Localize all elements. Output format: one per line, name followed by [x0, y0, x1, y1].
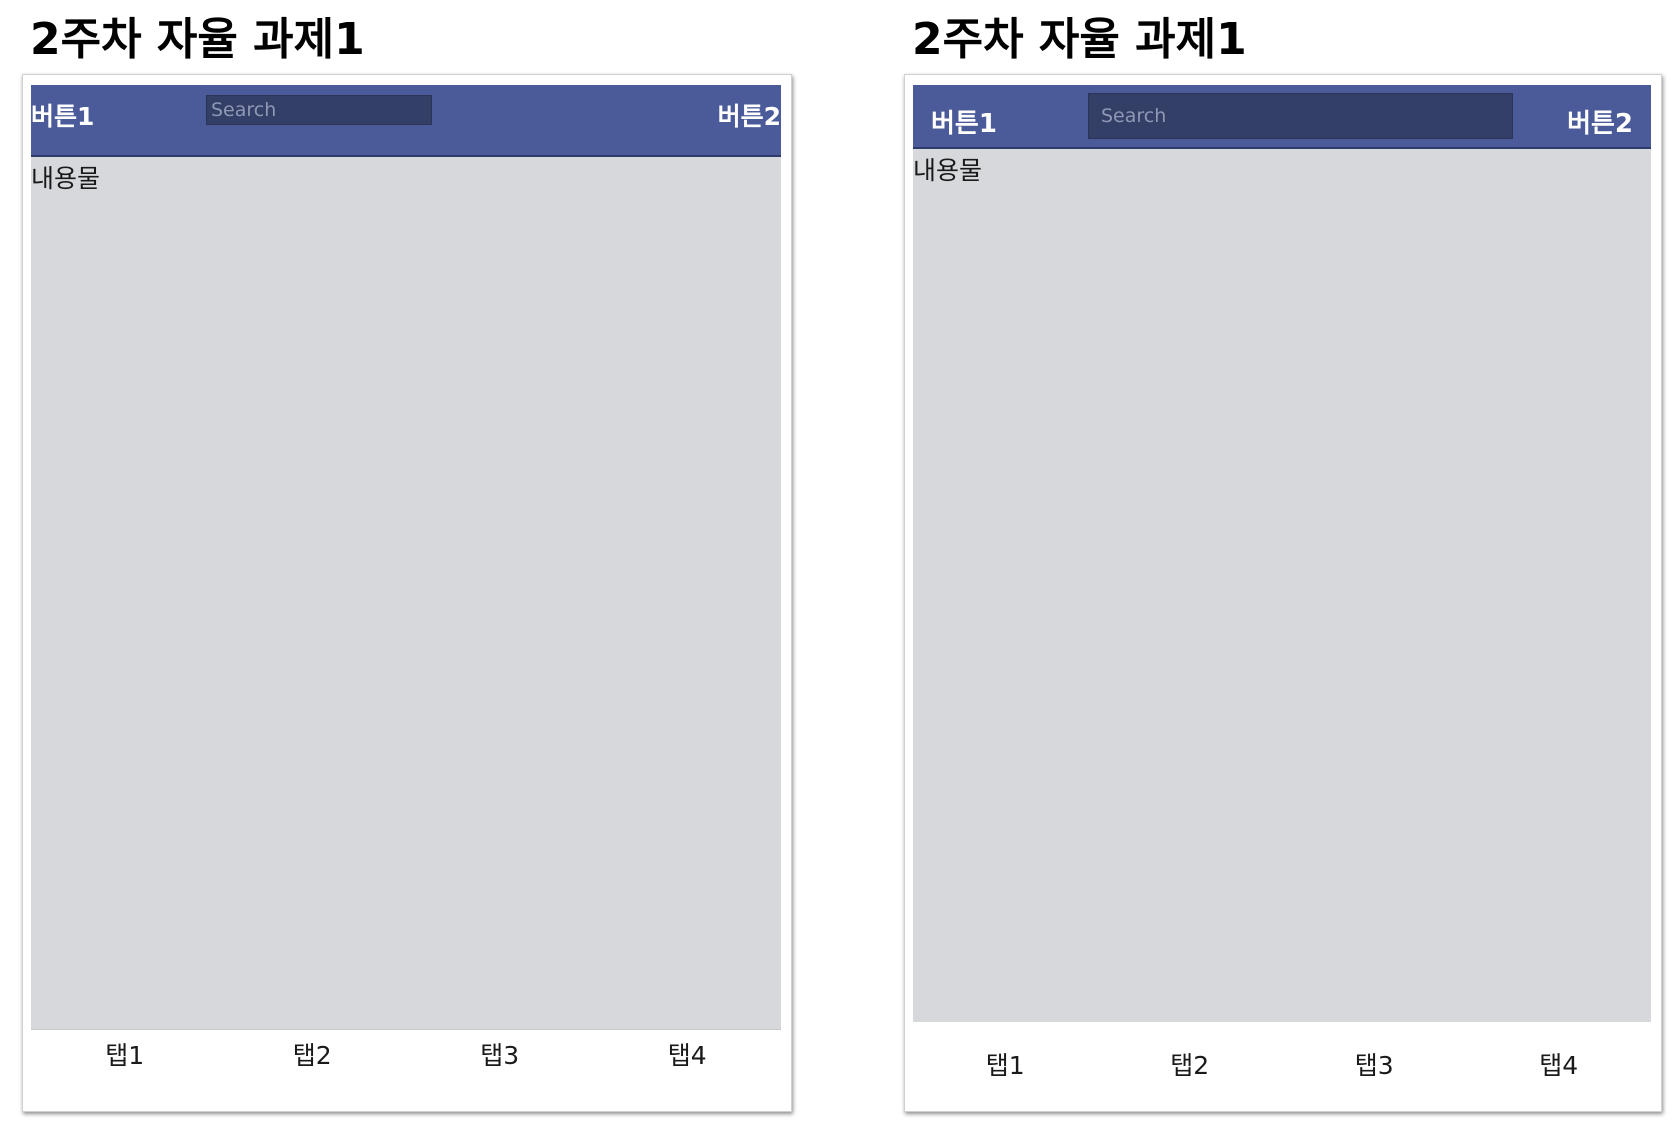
right-tab-2[interactable]: 탭2 [1170, 1051, 1210, 1080]
right-panel-title: 2주차 자율 과제1 [912, 14, 1247, 65]
left-header-bar: 버튼1 Search 버튼2 [31, 85, 781, 157]
right-content-area: 내용물 [913, 149, 1651, 1022]
right-app-screen: 버튼1 Search 버튼2 내용물 탭1 탭2 탭3 탭4 [913, 85, 1651, 1101]
right-tab-bar: 탭1 탭2 탭3 탭4 [913, 1022, 1651, 1101]
left-content-area: 내용물 [31, 157, 781, 1029]
left-tab-bar: 탭1 탭2 탭3 탭4 [31, 1029, 781, 1108]
left-button-2[interactable]: 버튼2 [718, 97, 781, 133]
left-app-frame: 버튼1 Search 버튼2 내용물 탭1 탭2 탭3 탭4 [22, 74, 792, 1112]
right-search-input[interactable]: Search [1088, 93, 1513, 139]
right-button-1[interactable]: 버튼1 [931, 103, 997, 140]
left-panel-title: 2주차 자율 과제1 [30, 14, 365, 65]
left-tab-3[interactable]: 탭3 [480, 1041, 520, 1070]
left-tab-1[interactable]: 탭1 [105, 1041, 145, 1070]
right-app-frame: 버튼1 Search 버튼2 내용물 탭1 탭2 탭3 탭4 [904, 74, 1662, 1112]
right-tab-1[interactable]: 탭1 [985, 1051, 1025, 1080]
right-tab-4[interactable]: 탭4 [1539, 1051, 1579, 1080]
left-button-1[interactable]: 버튼1 [31, 97, 94, 133]
left-app-screen: 버튼1 Search 버튼2 내용물 탭1 탭2 탭3 탭4 [31, 85, 781, 1108]
left-content-label: 내용물 [31, 164, 101, 193]
left-tab-4[interactable]: 탭4 [667, 1041, 707, 1070]
right-tab-3[interactable]: 탭3 [1354, 1051, 1394, 1080]
left-search-input[interactable]: Search [206, 95, 432, 125]
right-content-label: 내용물 [913, 156, 983, 185]
right-button-2[interactable]: 버튼2 [1567, 103, 1633, 140]
right-header-bar: 버튼1 Search 버튼2 [913, 85, 1651, 149]
left-tab-2[interactable]: 탭2 [292, 1041, 332, 1070]
